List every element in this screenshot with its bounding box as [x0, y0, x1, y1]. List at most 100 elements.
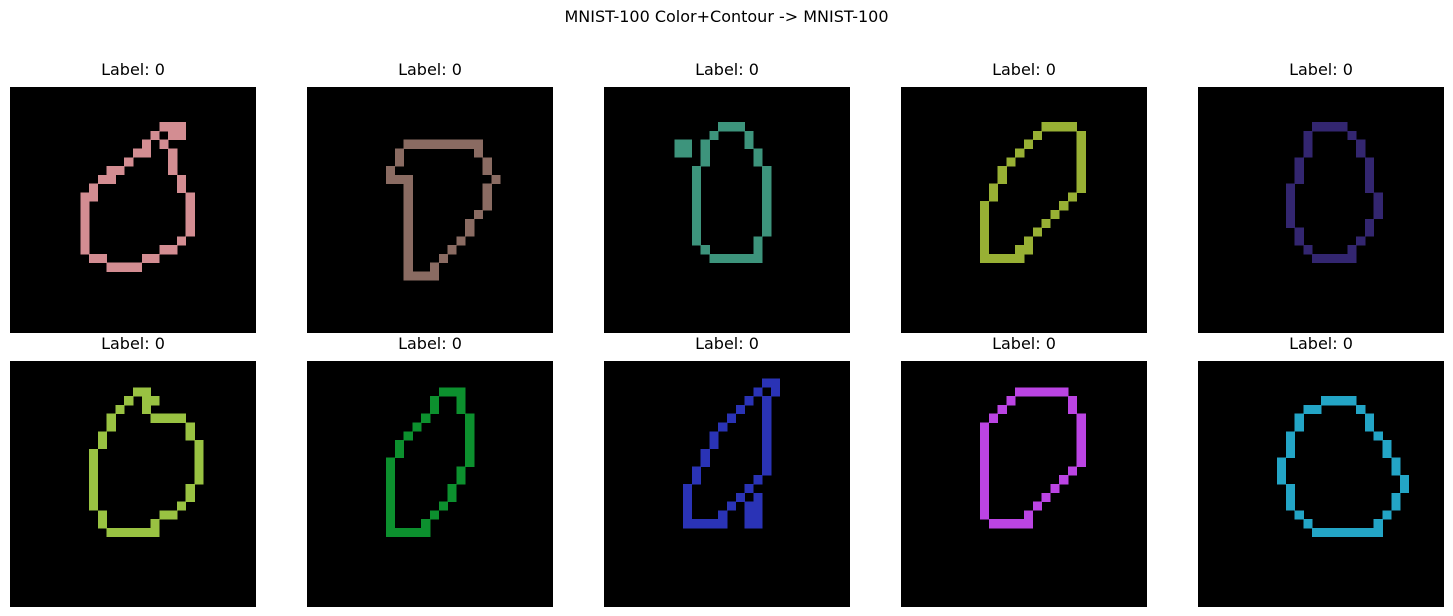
contour-pixel — [403, 245, 413, 255]
contour-pixel — [1059, 387, 1069, 397]
contour-pixel — [403, 253, 413, 264]
contour-pixel — [1076, 457, 1086, 467]
contour-pixel — [980, 484, 990, 494]
contour-pixel — [465, 457, 475, 467]
contour-pixel — [465, 413, 475, 423]
contour-image — [1198, 87, 1444, 333]
contour-pixel — [1076, 183, 1086, 193]
contour-pixel — [1391, 466, 1401, 476]
contour-pixel — [683, 492, 693, 502]
contour-pixel — [753, 475, 763, 485]
contour-pixel — [753, 510, 763, 520]
contour-pixel — [141, 139, 151, 149]
contour-pixel — [709, 253, 719, 264]
contour-pixel — [1400, 484, 1410, 494]
contour-pixel — [386, 166, 396, 176]
contour-pixel — [718, 422, 728, 432]
contour-pixel — [709, 440, 719, 450]
contour-pixel — [482, 157, 492, 167]
panel-title: Label: 0 — [992, 60, 1056, 79]
contour-pixel — [1015, 253, 1025, 264]
contour-pixel — [1015, 519, 1025, 529]
contour-pixel — [1329, 122, 1339, 132]
contour-pixel — [176, 174, 187, 184]
contour-pixel — [1303, 404, 1313, 415]
contour-pixel — [735, 253, 745, 264]
contour-pixel — [1006, 157, 1016, 167]
digit-panel: Label: 0 — [1198, 60, 1444, 333]
contour-pixel — [403, 201, 413, 211]
panel-title: Label: 0 — [398, 60, 462, 79]
contour-pixel — [691, 466, 701, 476]
contour-pixel — [150, 130, 160, 141]
contour-pixel — [727, 253, 737, 264]
contour-pixel — [753, 387, 763, 397]
contour-pixel — [691, 236, 701, 246]
contour-pixel — [1391, 501, 1401, 511]
contour-pixel — [1050, 484, 1060, 494]
contour-pixel — [465, 440, 475, 450]
contour-pixel — [89, 253, 99, 264]
digit-panel: Label: 0 — [307, 334, 553, 607]
contour-pixel — [718, 519, 728, 529]
contour-pixel — [1303, 148, 1313, 158]
contour-pixel — [141, 396, 151, 406]
contour-pixel — [718, 122, 728, 132]
contour-pixel — [691, 166, 701, 176]
contour-pixel — [194, 466, 204, 476]
contour-pixel — [1277, 475, 1287, 485]
contour-pixel — [168, 148, 178, 158]
panel-title: Label: 0 — [101, 60, 165, 79]
contour-pixel — [762, 378, 772, 388]
contour-pixel — [980, 466, 990, 476]
contour-pixel — [473, 210, 484, 220]
contour-pixel — [1059, 122, 1069, 132]
contour-pixel — [1024, 139, 1034, 149]
contour-pixel — [403, 227, 413, 237]
contour-pixel — [1373, 431, 1383, 441]
contour-pixel — [1015, 387, 1025, 397]
contour-pixel — [176, 413, 187, 423]
contour-pixel — [762, 457, 772, 467]
contour-pixel — [674, 148, 684, 158]
contour-pixel — [386, 484, 396, 494]
contour-pixel — [1076, 448, 1086, 458]
contour-pixel — [465, 431, 475, 441]
contour-pixel — [700, 519, 710, 529]
contour-pixel — [762, 210, 772, 220]
contour-pixel — [89, 466, 99, 476]
contour-pixel — [465, 218, 475, 228]
contour-pixel — [988, 192, 998, 202]
contour-pixel — [1303, 130, 1313, 141]
contour-pixel — [1373, 210, 1383, 220]
contour-pixel — [1277, 466, 1287, 476]
contour-pixel — [1382, 448, 1392, 458]
contour-pixel — [115, 527, 125, 538]
contour-pixel — [159, 245, 169, 255]
contour-pixel — [124, 396, 134, 406]
contour-pixel — [1321, 122, 1331, 132]
contour-pixel — [491, 174, 501, 184]
contour-pixel — [753, 519, 763, 529]
contour-pixel — [762, 227, 772, 237]
contour-pixel — [980, 492, 990, 502]
contour-pixel — [447, 387, 457, 397]
contour-pixel — [97, 174, 107, 184]
contour-pixel — [176, 122, 187, 132]
contour-pixel — [727, 413, 737, 423]
contour-pixel — [1364, 166, 1375, 176]
contour-pixel — [465, 139, 475, 149]
contour-pixel — [744, 484, 754, 494]
contour-pixel — [1285, 210, 1295, 220]
contour-pixel — [997, 253, 1007, 264]
contour-pixel — [980, 431, 990, 441]
contour-image — [604, 87, 850, 333]
contour-pixel — [1338, 253, 1348, 264]
contour-pixel — [683, 139, 693, 149]
contour-pixel — [683, 148, 693, 158]
contour-pixel — [1347, 527, 1357, 538]
contour-pixel — [691, 519, 701, 529]
contour-pixel — [718, 253, 728, 264]
contour-pixel — [1329, 253, 1339, 264]
contour-pixel — [124, 527, 134, 538]
